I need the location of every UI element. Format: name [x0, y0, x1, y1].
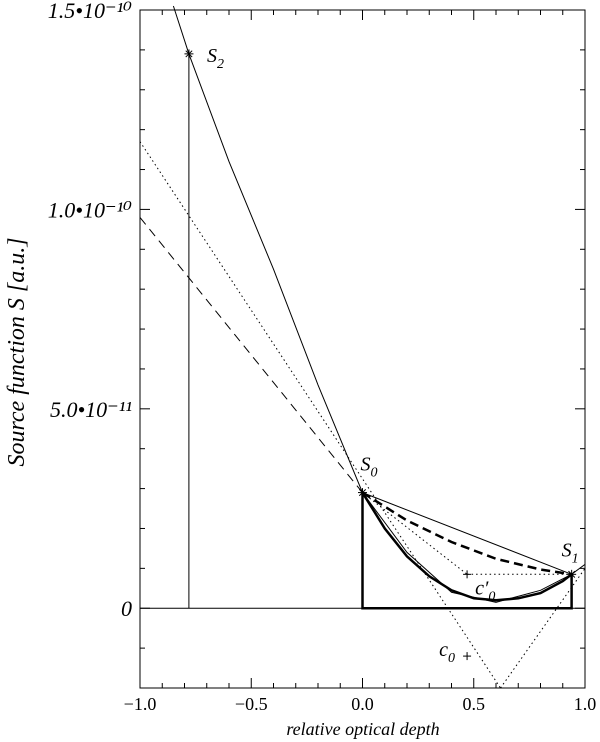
point-label-subscript: 0: [488, 589, 495, 604]
y-tick-label: 5.0•10⁻¹¹: [50, 397, 132, 422]
series-parabola-thick: [361, 491, 573, 602]
point-label-S1: S1: [562, 539, 579, 566]
marker-c0p: [463, 570, 472, 579]
point-label-main: c′: [475, 577, 489, 599]
series-chord-S0-S1: [362, 492, 572, 575]
point-label-main: S: [562, 539, 572, 561]
curves: [139, 5, 586, 689]
y-tick-label: 1.0•10⁻¹⁰: [48, 197, 132, 222]
x-tick-label: −1.0: [124, 694, 157, 714]
marker-stroke: [568, 570, 576, 578]
point-label-main: c: [439, 639, 448, 661]
x-tick-label: 1.0: [574, 694, 597, 714]
point-label-c0: c0: [439, 639, 455, 666]
y-tick-label: 1.5•10⁻¹⁰: [48, 0, 132, 23]
series-parabola-thin: [172, 5, 586, 603]
x-tick-label: 0.0: [351, 694, 374, 714]
point-label-subscript: 1: [572, 551, 579, 566]
x-tick-label: −0.5: [235, 694, 268, 714]
marker-c0: [463, 652, 472, 661]
axes: −1.0 −0.5 0.0 0.5 1.0 0 5.0•10⁻¹¹ 1.0•10⁻¹⁰ 1.5•…: [48, 0, 596, 714]
point-label-main: S: [361, 454, 371, 476]
series-tangent-dotted-S0: [139, 141, 501, 689]
marker-stroke: [358, 489, 367, 497]
point-label-subscript: 0: [371, 466, 378, 481]
marker-S1: [567, 569, 577, 579]
point-label-S0: S0: [361, 454, 378, 481]
point-label-subscript: 2: [217, 57, 224, 72]
x-tick-label: 0.5: [463, 694, 486, 714]
marker-stroke: [185, 50, 193, 58]
point-label-subscript: 0: [448, 651, 455, 666]
y-axis-title: Source function S [a.u.]: [4, 237, 30, 466]
point-label-S2: S2: [207, 45, 224, 72]
x-axis-title: relative optical depth: [286, 719, 439, 739]
point-label-main: S: [207, 45, 217, 67]
y-tick-label: 0: [121, 596, 132, 621]
point-label-c0p: c′0: [475, 577, 495, 604]
series-bezier-dashed-thick: [361, 491, 572, 576]
series-box-interval: [361, 492, 573, 610]
marker-S0: [358, 488, 367, 498]
series-tangent-dashed: [139, 217, 363, 493]
marker-S2: [184, 49, 194, 59]
